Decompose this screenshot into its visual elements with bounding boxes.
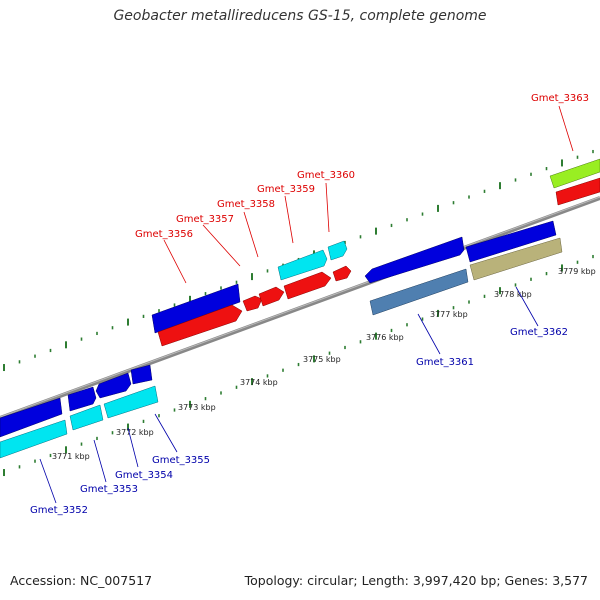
gene-feature-3353-cyan[interactable] [69,404,104,431]
scale-label-3777: 3777 kbp [430,310,468,319]
gene-features-forward [151,158,600,347]
gene-feature-3361-steel[interactable] [369,268,469,316]
gene-label-gmet-3358[interactable]: Gmet_3358 [217,199,275,210]
top-label-connectors [163,105,574,284]
gene-label-gmet-3353[interactable]: Gmet_3353 [80,484,138,495]
gene-label-gmet-3363[interactable]: Gmet_3363 [531,93,589,104]
genome-backbone-highlight [0,196,600,418]
gene-features-reverse [0,237,563,459]
gene-label-gmet-3360[interactable]: Gmet_3360 [297,170,355,181]
bottom-label-connectors [39,286,539,504]
gene-feature-3359-cyan[interactable] [277,249,328,281]
gene-feature-3362-blue[interactable] [465,220,557,263]
gene-feature-3358[interactable] [258,286,285,307]
gene-label-gmet-3359[interactable]: Gmet_3359 [257,184,315,195]
gene-feature-3354-cyan[interactable] [103,385,159,419]
gene-label-gmet-3357[interactable]: Gmet_3357 [176,214,234,225]
gene-feature-3361-blue[interactable] [364,236,465,284]
scale-label-3779: 3779 kbp [558,267,596,276]
gene-feature-3356[interactable] [151,283,241,334]
gene-feature-3352-blue[interactable] [0,397,63,438]
gene-feature-3362-khaki[interactable] [469,237,563,281]
gene-feature-3360[interactable] [332,265,352,282]
map-title: Geobacter metallireducens GS-15, complet… [113,8,487,24]
gene-feature-3363-lime[interactable] [549,158,600,189]
gene-label-gmet-3355[interactable]: Gmet_3355 [152,455,210,466]
scale-label-3778: 3778 kbp [494,290,532,299]
genome-backbone [0,196,600,420]
gene-label-gmet-3361[interactable]: Gmet_3361 [416,357,474,368]
gene-feature-3359[interactable] [283,271,332,300]
genome-summary-text: Topology: circular; Length: 3,997,420 bp… [244,573,588,588]
bottom-tick-marks [3,254,594,477]
scale-label-3772: 3772 kbp [116,428,154,437]
gene-feature-3356-pair[interactable] [157,304,243,347]
scale-label-3775: 3775 kbp [303,355,341,364]
scale-label-3774: 3774 kbp [240,378,278,387]
gene-feature-3353-blue[interactable] [67,386,97,412]
accession-text: Accession: NC_007517 [10,573,153,588]
gene-feature-3357[interactable] [242,295,263,312]
gene-feature-3355-blue[interactable] [130,364,153,385]
gene-label-gmet-3352[interactable]: Gmet_3352 [30,505,88,516]
scale-label-3773: 3773 kbp [178,403,216,412]
gene-feature-3360-cyan[interactable] [327,240,348,261]
gene-feature-3363-red[interactable] [555,177,600,206]
scale-label-3771: 3771 kbp [52,452,90,461]
gene-label-gmet-3354[interactable]: Gmet_3354 [115,470,173,481]
gene-feature-3352-cyan[interactable] [0,419,68,459]
gene-label-gmet-3356[interactable]: Gmet_3356 [135,229,193,240]
scale-label-3776: 3776 kbp [366,333,404,342]
gene-feature-3354-blue[interactable] [95,372,132,399]
gene-label-gmet-3362[interactable]: Gmet_3362 [510,327,568,338]
